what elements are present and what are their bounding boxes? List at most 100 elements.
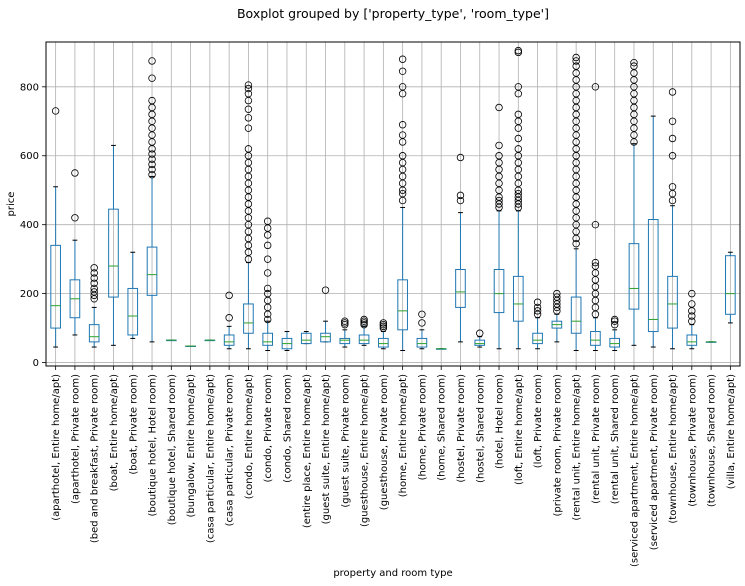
x-tick-label: (guesthouse, Private room) [379, 374, 390, 510]
x-tick-label: (aparthotel, Private room) [70, 374, 81, 504]
box-7 [165, 339, 177, 342]
y-tick-label: 800 [20, 82, 39, 93]
x-tick-label: (home, Private room) [417, 374, 428, 481]
flier-point [263, 217, 272, 225]
flier-point [456, 153, 465, 162]
flier-point [456, 191, 465, 200]
flier-point [533, 298, 542, 306]
iqr-box [667, 275, 678, 329]
flier-point [360, 320, 368, 329]
flier-point [379, 324, 388, 332]
box-25 [512, 46, 524, 350]
y-tick-label: 0 [33, 358, 39, 369]
flier-point [263, 315, 272, 324]
x-tick-label: (rental unit, Entire home/apt) [572, 374, 583, 521]
box-27 [551, 289, 563, 343]
flier-point [90, 284, 98, 293]
box-5 [127, 251, 139, 339]
x-tick-label: (bed and breakfast, Private room) [90, 374, 101, 543]
iqr-box [262, 332, 274, 346]
iqr-box [339, 337, 351, 345]
flier-point [495, 196, 503, 205]
flier-point [263, 255, 272, 263]
plot-frame [45, 41, 741, 367]
x-tick-label: (guesthouse, Entire home/apt) [360, 374, 371, 527]
flier-point [148, 150, 156, 158]
box-19 [397, 55, 408, 351]
box-14 [300, 331, 312, 345]
iqr-box [512, 275, 524, 322]
x-tick-label: (townhouse, Private room) [687, 374, 698, 507]
flier-point [225, 314, 233, 322]
box-31 [628, 58, 640, 346]
flier-point [244, 145, 253, 153]
flier-point [688, 289, 696, 298]
flier-point [360, 319, 368, 327]
iqr-box [127, 287, 139, 336]
box-1 [50, 107, 61, 348]
box-4 [108, 144, 119, 346]
iqr-box [609, 337, 621, 348]
box-9 [204, 339, 216, 342]
flier-point [514, 134, 523, 143]
flier-point [688, 312, 696, 320]
x-tick-label: (serviced apartment, Private room) [649, 374, 660, 550]
x-tick-label: (serviced apartment, Entire home/apt) [629, 374, 640, 567]
x-tick-label: (home, Shared room) [437, 374, 448, 481]
box-26 [532, 298, 543, 350]
iqr-box [146, 246, 158, 296]
box-33 [667, 88, 678, 350]
flier-point [591, 258, 600, 267]
flier-point [398, 83, 407, 91]
flier-point [90, 279, 98, 287]
flier-point [244, 105, 253, 113]
box-11 [243, 81, 254, 350]
iqr-box [647, 219, 659, 333]
flier-point [610, 320, 619, 329]
iqr-box [628, 243, 640, 310]
box-30 [609, 315, 621, 351]
box-24 [493, 103, 505, 350]
iqr-box [590, 331, 601, 346]
box-15 [320, 286, 331, 343]
x-tick-label: (hotel, Hotel room) [495, 374, 506, 469]
y-tick-label: 600 [20, 151, 39, 162]
flier-point [225, 291, 233, 300]
box-6 [146, 57, 158, 343]
iqr-box [725, 255, 736, 315]
box-23 [474, 329, 486, 348]
flier-point [263, 241, 272, 250]
flier-point [398, 55, 407, 63]
flier-point [360, 317, 368, 325]
box-2 [69, 169, 81, 336]
box-36 [725, 251, 736, 324]
iqr-box [223, 334, 235, 346]
flier-point [148, 165, 156, 174]
flier-point [572, 53, 580, 62]
x-tick-label: (bungalow, Entire home/apt) [186, 374, 197, 518]
x-tick-label: (entire place, Entire home/apt) [302, 374, 313, 528]
x-tick-label: (villa, Entire home/apt) [726, 374, 737, 489]
box-21 [435, 348, 447, 350]
box-35 [705, 341, 717, 343]
flier-point [321, 286, 330, 294]
flier-point [71, 169, 79, 177]
flier-point [610, 317, 619, 325]
x-tick-label: (boat, Private room) [128, 374, 139, 475]
box-8 [185, 345, 196, 348]
flier-point [90, 274, 98, 282]
box-18 [378, 319, 389, 350]
x-tick-label: (rental unit, Private room) [591, 374, 602, 504]
flier-point [379, 320, 388, 329]
flier-point [668, 152, 677, 160]
flier-point [591, 220, 600, 229]
iqr-box [532, 332, 543, 345]
x-tick-label: (rental unit, Shared room) [610, 374, 621, 504]
x-tick-label: (condo, Entire home/apt) [244, 374, 255, 499]
flier-point [630, 62, 638, 70]
box-20 [416, 310, 428, 350]
flier-point [148, 57, 156, 65]
x-tick-label: (loft, Entire home/apt) [514, 374, 525, 485]
flier-point [514, 83, 523, 91]
flier-point [244, 114, 253, 122]
